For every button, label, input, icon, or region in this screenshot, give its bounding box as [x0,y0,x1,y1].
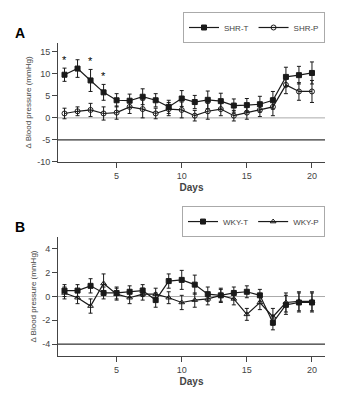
svg-text:*: * [101,70,106,82]
svg-text:Δ Blood pressure (mmHg): Δ Blood pressure (mmHg) [29,250,38,342]
svg-text:20: 20 [307,365,317,375]
svg-text:0: 0 [45,113,50,123]
svg-text:10: 10 [177,365,187,375]
svg-text:SHR-P: SHR-P [294,24,319,33]
svg-text:20: 20 [307,171,317,181]
svg-text:-4: -4 [42,339,50,349]
svg-text:WKY-P: WKY-P [293,218,319,227]
svg-text:A: A [15,25,25,41]
svg-text:0: 0 [45,292,50,302]
svg-text:*: * [62,54,67,66]
svg-text:15: 15 [242,365,252,375]
svg-text:5: 5 [114,365,119,375]
svg-text:15: 15 [40,47,50,57]
svg-text:10: 10 [177,171,187,181]
svg-text:Δ Blood pressure (mmHg): Δ Blood pressure (mmHg) [24,56,33,148]
svg-text:-5: -5 [42,135,50,145]
svg-text:5: 5 [45,91,50,101]
svg-text:5: 5 [114,171,119,181]
svg-text:SHR-T: SHR-T [224,24,249,33]
svg-text:-2: -2 [42,315,50,325]
svg-text:10: 10 [40,69,50,79]
svg-text:2: 2 [45,268,50,278]
svg-text:*: * [88,55,93,67]
svg-text:Days: Days [180,376,204,387]
svg-text:15: 15 [242,171,252,181]
svg-text:-10: -10 [37,157,50,167]
svg-text:Days: Days [180,182,204,193]
svg-text:B: B [15,219,25,235]
svg-text:4: 4 [45,244,50,254]
svg-text:WKY-T: WKY-T [223,218,248,227]
